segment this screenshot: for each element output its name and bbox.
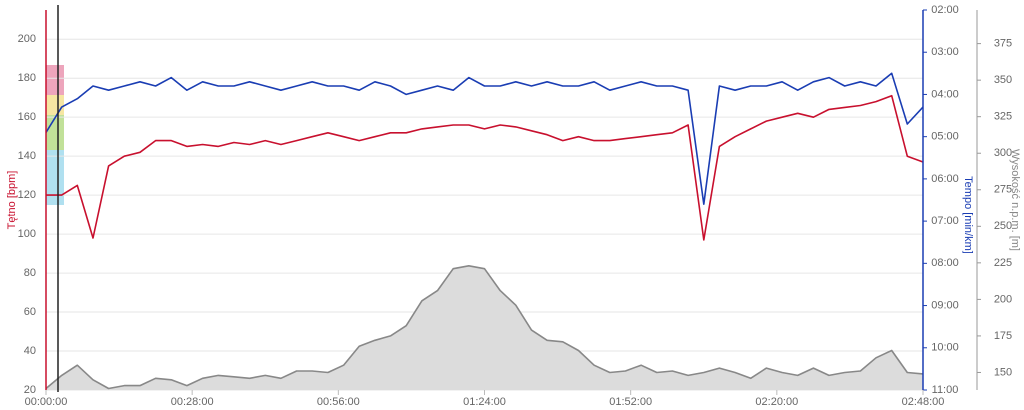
y-tick-label: 120 — [18, 189, 36, 201]
plot: 20 40 60 80 100 120 140 160 180 200 02:00 03:00 04:0… — [18, 4, 1013, 408]
x-tick-label: 02:20:00 — [755, 396, 798, 408]
y3-tick-label: 225 — [994, 257, 1012, 269]
y2-tick-label: 10:00 — [931, 342, 959, 354]
y-axis-title: Tętno [bpm] — [6, 171, 18, 230]
x-tick-label: 01:52:00 — [609, 396, 652, 408]
area-fill — [46, 265, 923, 390]
x-tick-label: 01:24:00 — [463, 396, 506, 408]
y-tick-label: 20 — [24, 384, 36, 396]
y3-tick-label: 250 — [994, 220, 1012, 232]
zone-band — [46, 115, 64, 150]
x-tick-label: 00:00:00 — [25, 396, 68, 408]
y2-tick-label: 09:00 — [931, 299, 959, 311]
y-tick-label: 60 — [24, 306, 36, 318]
y2-tick-label: 02:00 — [931, 4, 959, 16]
zone-band — [46, 150, 64, 205]
y3-axis-title: Wysokość n.p.m. [m] — [1009, 149, 1021, 251]
y2-tick-label: 04:00 — [931, 88, 959, 100]
y2-tick-label: 05:00 — [931, 131, 959, 143]
y3-tick-label: 275 — [994, 184, 1012, 196]
y3-tick-label: 200 — [994, 293, 1012, 305]
y2-tick-label: 07:00 — [931, 215, 959, 227]
y2-axis-title: Tempo [min/km] — [962, 176, 974, 254]
y3-tick-label: 150 — [994, 366, 1012, 378]
y-tick-label: 140 — [18, 150, 36, 162]
zone-band — [46, 95, 64, 115]
y2-tick-label: 08:00 — [931, 257, 959, 269]
y3-tick-label: 350 — [994, 74, 1012, 86]
x-tick-label: 00:28:00 — [171, 396, 214, 408]
y-tick-label: 180 — [18, 72, 36, 84]
series-line — [45, 265, 924, 390]
x-tick-label: 00:56:00 — [317, 396, 360, 408]
y2-tick-label: 11:00 — [932, 384, 959, 396]
y3-tick-label: 175 — [994, 330, 1012, 342]
y-tick-label: 200 — [18, 33, 36, 45]
y-tick-label: 80 — [24, 267, 36, 279]
y3-tick-label: 325 — [994, 111, 1012, 123]
y3-tick-label: 300 — [994, 147, 1012, 159]
zone-band — [46, 65, 64, 95]
y-tick-label: 40 — [24, 345, 36, 357]
y3-tick-label: 375 — [994, 38, 1012, 50]
x-tick-label: 02:48:00 — [902, 396, 945, 408]
y-tick-label: 100 — [18, 228, 36, 240]
y-tick-label: 160 — [18, 111, 36, 123]
y2-tick-label: 06:00 — [931, 173, 959, 185]
series-line — [46, 94, 924, 241]
y2-tick-label: 03:00 — [931, 46, 959, 58]
series-line — [45, 72, 924, 205]
